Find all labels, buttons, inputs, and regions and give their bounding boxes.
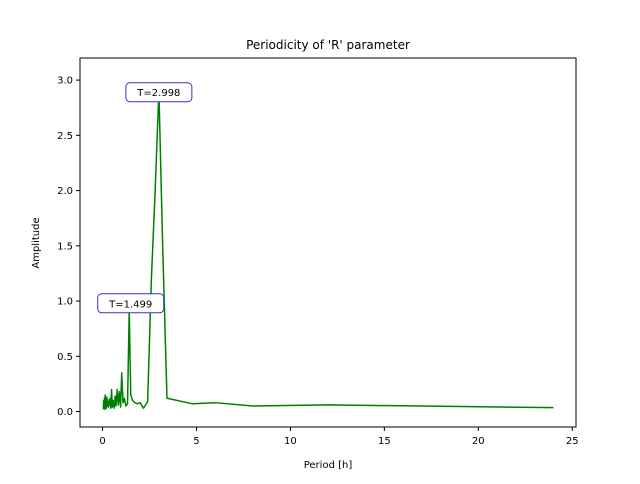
series-line xyxy=(102,90,554,411)
annotation-box xyxy=(125,82,193,103)
y-tick-label: 3.0 xyxy=(57,76,73,87)
annotation-label: T=1.499 xyxy=(108,299,152,310)
x-axis-ticks: 0 5 10 15 20 25 xyxy=(99,427,579,447)
annotation-label: T=2.998 xyxy=(136,88,180,99)
x-tick-label: 15 xyxy=(378,436,391,447)
series-group xyxy=(102,90,554,411)
y-tick-label: 0.0 xyxy=(57,407,73,418)
y-tick-label: 0.5 xyxy=(57,352,73,363)
chart-title: Periodicity of 'R' parameter xyxy=(246,38,410,52)
x-tick-label: 25 xyxy=(566,436,579,447)
y-tick-label: 2.0 xyxy=(57,186,73,197)
y-tick-label: 2.5 xyxy=(57,131,73,142)
peak-annotation: T=1.499 xyxy=(97,293,165,314)
y-tick-label: 1.5 xyxy=(57,241,73,252)
x-tick-label: 5 xyxy=(193,436,199,447)
peak-annotation: T=2.998 xyxy=(125,82,193,103)
annotation-box xyxy=(97,293,165,314)
y-axis-label: Amplitude xyxy=(31,217,42,268)
x-tick-label: 0 xyxy=(99,436,105,447)
plot-area xyxy=(79,57,577,428)
x-axis-label: Period [h] xyxy=(304,460,353,471)
y-tick-label: 1.0 xyxy=(57,297,73,308)
x-tick-label: 20 xyxy=(472,436,485,447)
annotations-group: T=2.998 T=1.499 xyxy=(97,82,193,314)
y-axis-ticks: 0.0 0.5 1.0 1.5 2.0 2.5 3.0 xyxy=(57,76,80,418)
x-tick-label: 10 xyxy=(284,436,297,447)
